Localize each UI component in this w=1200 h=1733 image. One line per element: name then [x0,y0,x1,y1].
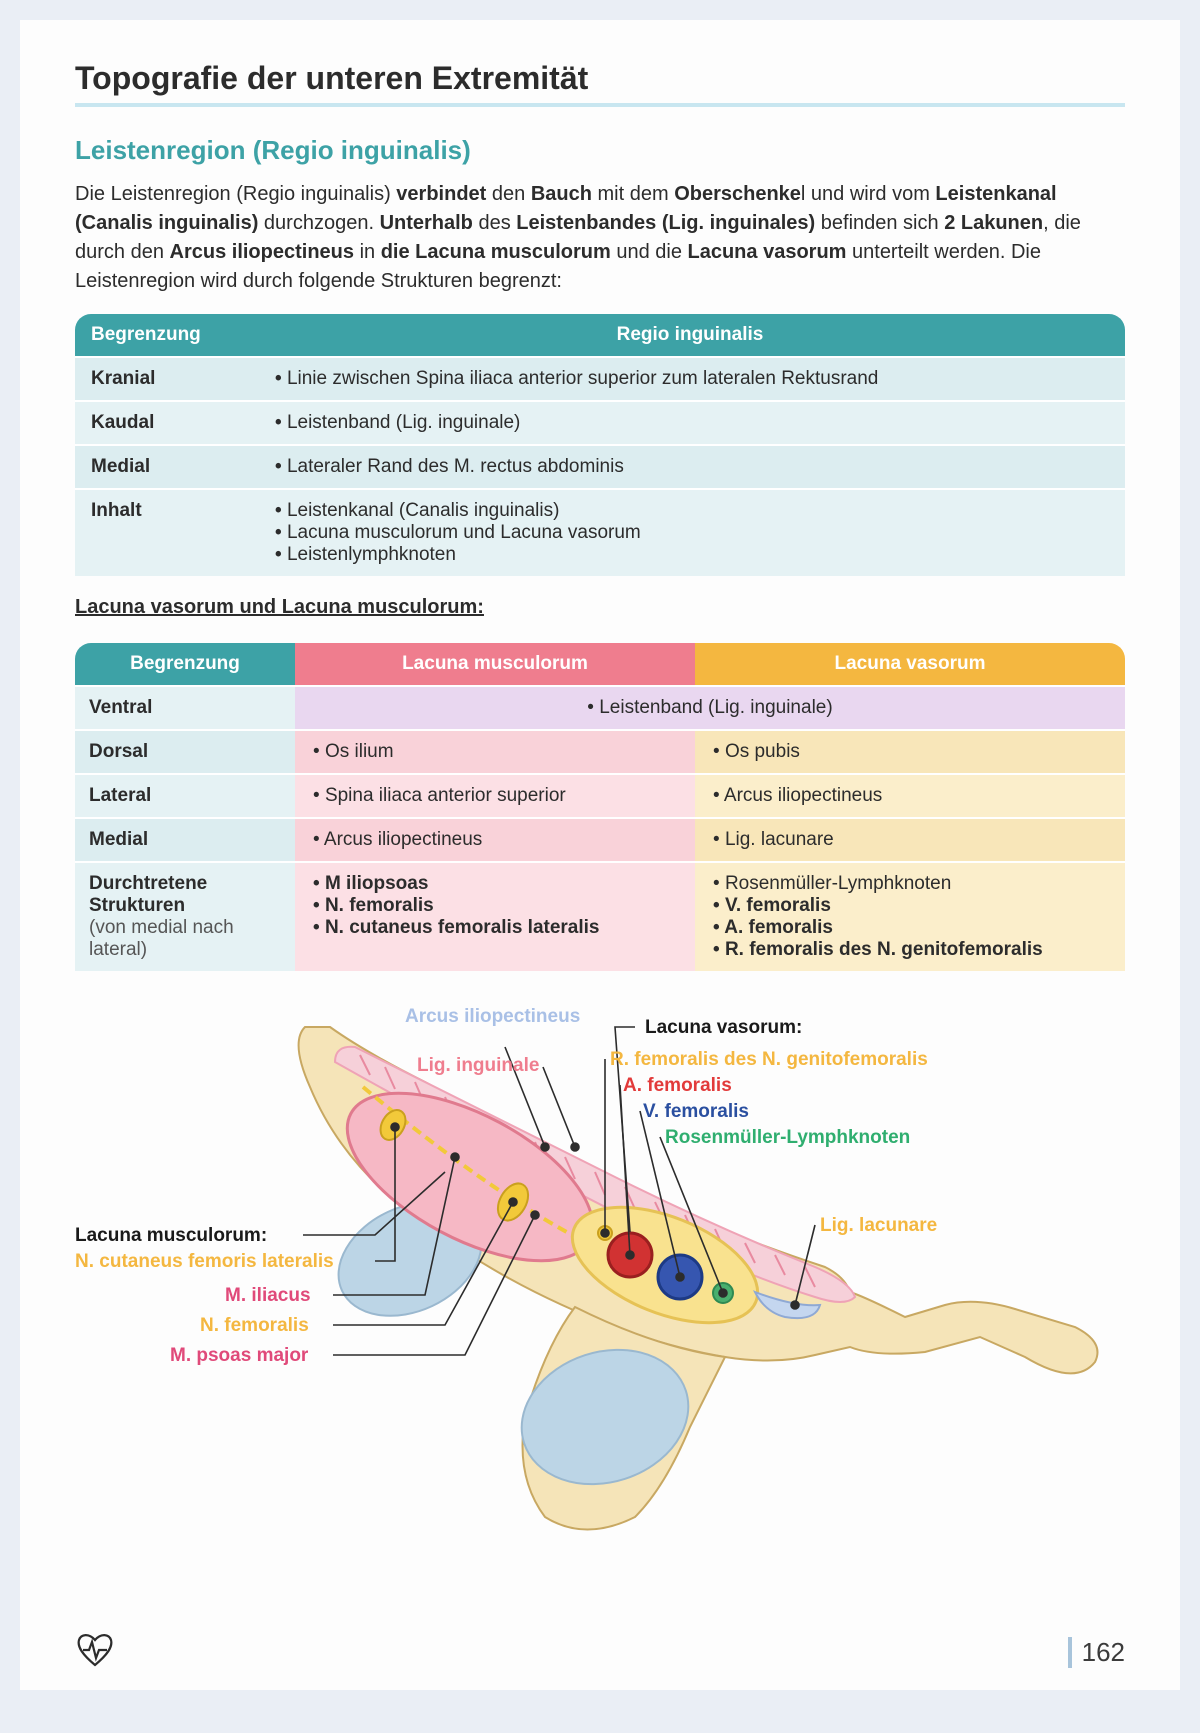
label-a-femoralis: A. femoralis [623,1075,732,1097]
label-rosenmueller: Rosenmüller-Lymphknoten [665,1127,910,1149]
tbl2-struct-c3: Rosenmüller-LymphknotenV. femoralisA. fe… [695,862,1125,971]
tbl1-row-items: Lateraler Rand des M. rectus abdominis [255,445,1125,489]
tbl2-row-c2: Os ilium [295,730,695,774]
regio-inguinalis-table: Begrenzung Regio inguinalis KranialLinie… [75,314,1125,576]
section-subtitle: Leistenregion (Regio inguinalis) [75,135,1125,166]
tbl2-ventral-merged: • Leistenband (Lig. inguinale) [295,686,1125,730]
page-title: Topografie der unteren Extremität [75,60,1125,107]
page-number: 162 [1068,1637,1125,1668]
tbl1-row-items: Linie zwischen Spina iliaca anterior sup… [255,357,1125,401]
tbl1-row-label: Kranial [75,357,255,401]
tbl2-ventral-label: Ventral [75,686,295,730]
label-m-iliacus: M. iliacus [225,1285,311,1307]
tbl2-header-musculorum: Lacuna musculorum [295,643,695,686]
label-m-psoas: M. psoas major [170,1345,308,1367]
tbl2-row-c3: Os pubis [695,730,1125,774]
tbl2-row-c3: Arcus iliopectineus [695,774,1125,818]
label-r-femoralis: R. femoralis des N. genitofemoralis [610,1049,928,1071]
tbl2-struct-c2: M iliopsoasN. femoralisN. cutaneus femor… [295,862,695,971]
label-arcus: Arcus iliopectineus [405,1007,580,1028]
label-lig-lacunare: Lig. lacunare [820,1215,937,1237]
tbl2-struct-label: Durchtretene Strukturen (von medial nach… [75,862,295,971]
label-v-femoralis: V. femoralis [643,1101,749,1123]
tbl2-row-label: Dorsal [75,730,295,774]
tbl2-row-label: Medial [75,818,295,862]
tbl1-row-items: Leistenkanal (Canalis inguinalis)Lacuna … [255,489,1125,576]
lacuna-table: Begrenzung Lacuna musculorum Lacuna vaso… [75,643,1125,971]
tbl1-row-label: Medial [75,445,255,489]
tbl1-header-begrenzung: Begrenzung [75,314,255,357]
tbl1-row-items: Leistenband (Lig. inguinale) [255,401,1125,445]
tbl2-row-c2: Spina iliaca anterior superior [295,774,695,818]
page-container: Topografie der unteren Extremität Leiste… [20,20,1180,1690]
tbl2-row-c2: Arcus iliopectineus [295,818,695,862]
label-n-femoralis: N. femoralis [200,1315,309,1337]
page-footer: 162 [75,1632,1125,1668]
lacuna-subheading: Lacuna vasorum und Lacuna musculorum: [75,596,1125,619]
tbl2-row-c3: Lig. lacunare [695,818,1125,862]
tbl2-row-label: Lateral [75,774,295,818]
ecg-heart-icon [75,1632,115,1668]
intro-paragraph: Die Leistenregion (Regio inguinalis) ver… [75,180,1125,296]
label-n-cutaneus: N. cutaneus femoris lateralis [75,1251,334,1273]
tbl2-header-vasorum: Lacuna vasorum [695,643,1125,686]
label-lacuna-musculorum-header: Lacuna musculorum: [75,1225,267,1247]
label-lig-inguinale: Lig. inguinale [417,1055,539,1077]
tbl1-header-regio: Regio inguinalis [255,314,1125,357]
tbl2-header-begrenzung: Begrenzung [75,643,295,686]
anatomical-diagram: Arcus iliopectineus Lig. inguinale Lacun… [75,997,1125,1537]
tbl1-row-label: Kaudal [75,401,255,445]
tbl1-row-label: Inhalt [75,489,255,576]
label-lacuna-vasorum-header: Lacuna vasorum: [645,1017,802,1039]
